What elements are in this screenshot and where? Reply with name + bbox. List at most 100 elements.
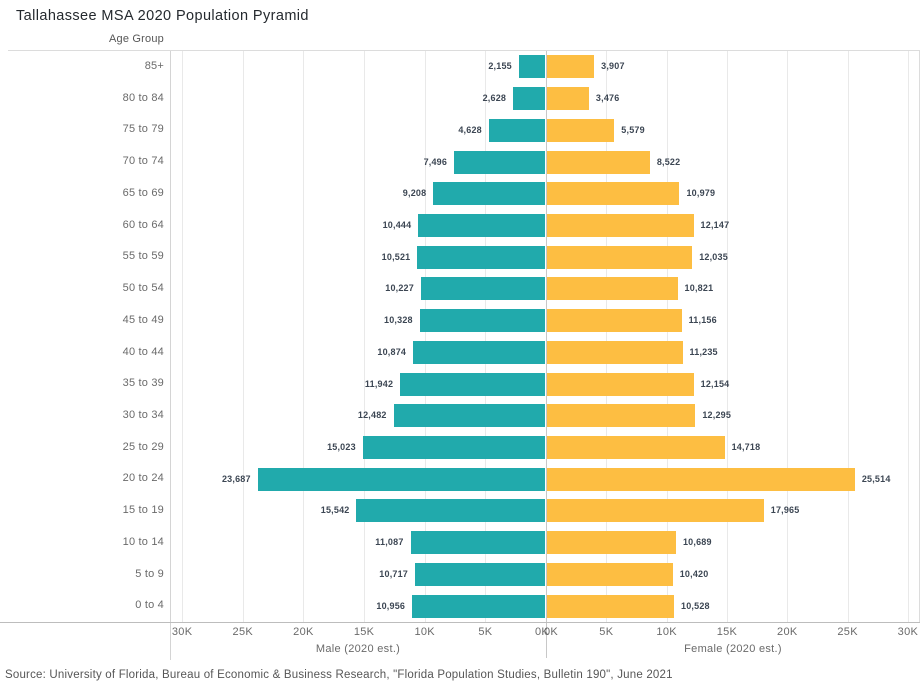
male-gridline <box>364 51 366 622</box>
female-gridline <box>787 51 789 622</box>
male-axis-title: Male (2020 est.) <box>315 643 401 655</box>
female-value-label: 5,579 <box>621 124 645 135</box>
female-bar[interactable] <box>547 55 595 79</box>
female-bar[interactable] <box>547 182 680 206</box>
male-value-label: 11,087 <box>375 537 404 548</box>
female-bar[interactable] <box>547 118 615 142</box>
category-axis-line <box>170 51 171 660</box>
male-value-label: 2,155 <box>488 61 512 72</box>
female-value-label: 10,979 <box>686 188 716 199</box>
row-label: 65 to 69 <box>122 186 164 199</box>
row-label: 45 to 49 <box>122 313 164 326</box>
male-axis-tick-label: 0K <box>534 626 550 638</box>
female-bar[interactable] <box>547 150 650 174</box>
male-gridline <box>485 51 487 622</box>
male-value-label: 7,496 <box>423 156 448 167</box>
male-bar[interactable] <box>257 467 545 491</box>
male-axis-tick-label: 30K <box>171 626 193 638</box>
plot-right-border <box>919 51 920 622</box>
female-bar[interactable] <box>547 404 696 428</box>
female-bar[interactable] <box>547 87 589 111</box>
row-label: 15 to 19 <box>122 504 164 517</box>
female-axis-tick-label: 5K <box>599 626 614 638</box>
female-axis-tick-label: 30K <box>897 626 919 638</box>
row-label: 55 to 59 <box>122 250 164 263</box>
female-bar[interactable] <box>547 245 693 269</box>
female-axis-tick-label: 10K <box>656 626 677 638</box>
row-label: 30 to 34 <box>122 408 164 421</box>
male-bar[interactable] <box>417 245 545 269</box>
male-bar[interactable] <box>433 182 545 206</box>
male-axis-tick-label: 20K <box>293 626 314 638</box>
plot-top-border <box>8 50 920 51</box>
female-value-label: 12,147 <box>700 219 730 230</box>
male-axis-tick-label: 5K <box>478 626 493 638</box>
male-bar[interactable] <box>419 309 545 333</box>
row-label: 10 to 14 <box>122 535 164 548</box>
female-bar[interactable] <box>547 531 676 555</box>
female-bar[interactable] <box>547 562 673 586</box>
female-bar[interactable] <box>547 309 682 333</box>
male-gridline <box>182 51 184 622</box>
female-value-label: 10,420 <box>679 568 709 579</box>
x-axis-line <box>0 622 920 623</box>
male-value-label: 10,227 <box>385 283 414 294</box>
male-bar[interactable] <box>420 277 545 301</box>
source-note: Source: University of Florida, Bureau of… <box>5 669 673 681</box>
male-value-label: 2,628 <box>482 93 507 104</box>
female-gridline <box>666 51 668 622</box>
male-value-label: 15,023 <box>327 442 356 453</box>
male-gridline <box>242 51 244 622</box>
male-bar[interactable] <box>418 213 545 237</box>
female-axis-tick-label: 20K <box>777 626 798 638</box>
row-label: 85+ <box>144 60 164 72</box>
male-value-label: 11,942 <box>364 378 394 389</box>
row-label: 40 to 44 <box>122 345 164 358</box>
female-value-label: 3,476 <box>595 93 620 104</box>
male-bar[interactable] <box>415 562 545 586</box>
female-bar[interactable] <box>547 436 725 460</box>
male-value-label: 10,717 <box>379 568 409 579</box>
male-bar[interactable] <box>412 594 545 618</box>
female-axis-tick-label: 0K <box>543 626 559 638</box>
male-value-label: 23,687 <box>221 473 251 484</box>
row-label: 80 to 84 <box>122 91 164 104</box>
male-value-label: 10,956 <box>376 600 406 611</box>
female-bar[interactable] <box>547 213 694 237</box>
female-axis-tick-label: 25K <box>837 626 858 638</box>
female-bar[interactable] <box>547 372 694 396</box>
male-value-label: 4,628 <box>458 124 482 135</box>
female-value-label: 12,154 <box>700 378 730 389</box>
female-value-label: 10,528 <box>681 600 710 611</box>
female-gridline <box>907 51 909 622</box>
female-gridline <box>726 51 728 622</box>
row-label: 70 to 74 <box>122 155 164 168</box>
center-axis-line <box>546 51 547 658</box>
female-bar[interactable] <box>547 499 764 523</box>
female-bar[interactable] <box>547 277 678 301</box>
male-gridline <box>303 51 305 622</box>
male-bar[interactable] <box>488 118 545 142</box>
row-label: 35 to 39 <box>122 377 164 390</box>
age-group-axis-header: Age Group <box>108 33 164 45</box>
male-value-label: 10,521 <box>381 251 411 262</box>
male-bar[interactable] <box>393 404 545 428</box>
female-bar[interactable] <box>547 594 674 618</box>
male-bar[interactable] <box>518 55 545 79</box>
female-value-label: 12,295 <box>702 410 732 421</box>
male-bar[interactable] <box>513 87 545 111</box>
male-gridline <box>424 51 426 622</box>
female-bar[interactable] <box>547 467 855 491</box>
male-bar[interactable] <box>356 499 545 523</box>
male-value-label: 12,482 <box>357 410 387 421</box>
female-value-label: 3,907 <box>601 61 625 72</box>
male-bar[interactable] <box>400 372 545 396</box>
male-axis-tick-label: 15K <box>353 626 375 638</box>
female-value-label: 11,235 <box>689 346 718 357</box>
male-bar[interactable] <box>454 150 545 174</box>
female-bar[interactable] <box>547 340 683 364</box>
male-bar[interactable] <box>362 436 545 460</box>
male-bar[interactable] <box>410 531 545 555</box>
male-bar[interactable] <box>413 340 545 364</box>
